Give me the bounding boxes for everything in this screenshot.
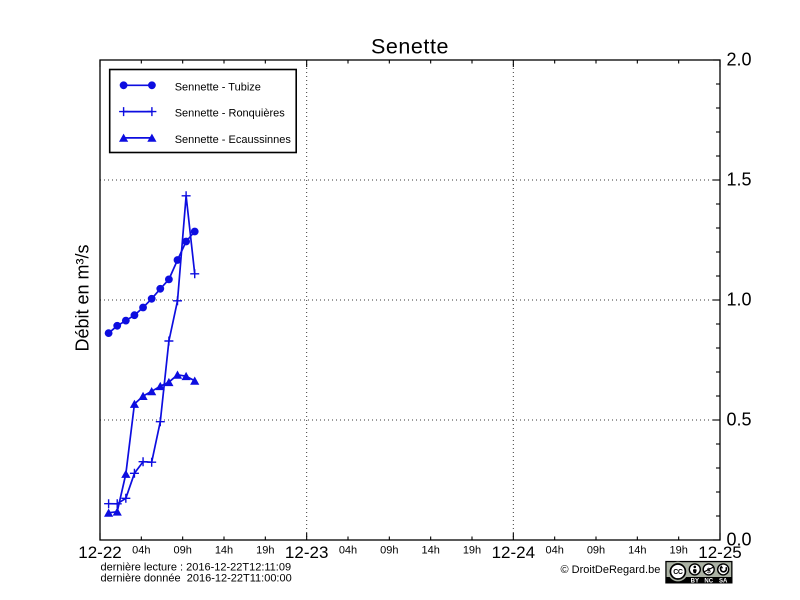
svg-text:dernière donnée 2016-12-22T11: dernière donnée 2016-12-22T11:00:00: [101, 572, 292, 584]
svg-text:12-23: 12-23: [285, 543, 328, 562]
svg-text:12-24: 12-24: [492, 543, 535, 562]
svg-text:Sennette - Tubize: Sennette - Tubize: [175, 81, 261, 93]
svg-text:0.0: 0.0: [727, 530, 752, 550]
svg-text:09h: 09h: [587, 545, 605, 557]
svg-text:NC: NC: [704, 579, 713, 585]
svg-text:BY: BY: [691, 579, 699, 585]
svg-text:Senette: Senette: [371, 35, 449, 59]
svg-text:09h: 09h: [380, 545, 398, 557]
svg-text:1.0: 1.0: [727, 290, 752, 310]
svg-text:14h: 14h: [421, 545, 439, 557]
svg-text:09h: 09h: [173, 545, 191, 557]
svg-text:dernière lecture : 2016-12-22T: dernière lecture : 2016-12-22T12:11:09: [101, 562, 292, 574]
svg-text:Sennette - Ronquières: Sennette - Ronquières: [175, 108, 286, 120]
svg-text:04h: 04h: [339, 545, 357, 557]
svg-text:© DroitDeRegard.be: © DroitDeRegard.be: [561, 564, 661, 576]
svg-text:$: $: [707, 566, 711, 575]
svg-text:14h: 14h: [215, 545, 233, 557]
svg-text:0.5: 0.5: [727, 410, 752, 430]
svg-text:Sennette - Ecaussinnes: Sennette - Ecaussinnes: [175, 134, 292, 146]
svg-text:19h: 19h: [669, 545, 687, 557]
svg-text:SA: SA: [719, 579, 728, 585]
svg-text:1.5: 1.5: [727, 170, 752, 190]
svg-text:12-25: 12-25: [698, 543, 741, 562]
svg-text:19h: 19h: [256, 545, 274, 557]
svg-text:Débit en m³/s: Débit en m³/s: [73, 244, 93, 351]
svg-text:14h: 14h: [628, 545, 646, 557]
svg-text:04h: 04h: [132, 545, 150, 557]
svg-text:19h: 19h: [463, 545, 481, 557]
svg-text:12-22: 12-22: [78, 543, 121, 562]
svg-text:04h: 04h: [545, 545, 563, 557]
svg-text:2.0: 2.0: [727, 50, 752, 70]
svg-text:CC: CC: [673, 569, 683, 576]
